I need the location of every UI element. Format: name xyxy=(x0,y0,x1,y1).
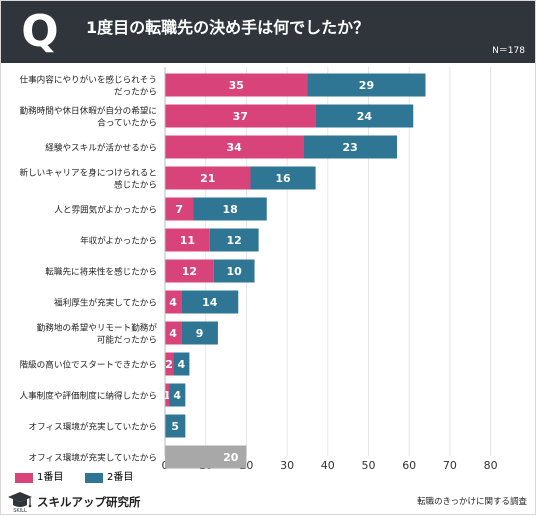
category-label: だったから xyxy=(114,87,157,98)
bar-label-second-choice: 4 xyxy=(173,389,181,402)
bar-label-first-choice: 12 xyxy=(182,265,197,278)
bar-label-first-choice: 35 xyxy=(229,79,244,92)
category-label: 新しいキャリアを身につけられると xyxy=(19,167,157,179)
category-label: 感じたから xyxy=(114,179,157,191)
bar-second-choice xyxy=(181,290,239,314)
x-tick-label: 30 xyxy=(280,459,294,469)
category-label: 勤務地の希望やリモート勤務が xyxy=(37,322,158,334)
bar-second-choice xyxy=(250,166,316,190)
legend-label-second: 2番目 xyxy=(107,472,134,483)
bar-chart: 01020304050607080仕事内容にやりがいを感じられそうだったから35… xyxy=(19,67,498,469)
category-label: 福利厚生が充実してたから xyxy=(54,297,157,309)
graduation-cap-icon: SKILL xyxy=(8,492,32,513)
category-label: 人事制度や評価制度に納得したから xyxy=(19,390,157,402)
bar-second-choice xyxy=(169,383,186,407)
footer: SKILL スキルアップ研究所 転職のきっかけに関する調査 xyxy=(1,489,535,514)
bar-second-choice xyxy=(303,135,397,159)
chart-title: 1度目の転職先の決め手は何でしたか？ xyxy=(86,18,370,37)
bar-first-choice xyxy=(165,259,214,283)
bar-first-choice xyxy=(165,228,210,252)
bar-label-second-choice: 14 xyxy=(202,296,218,309)
bar-label-second-choice: 24 xyxy=(357,110,373,123)
bar-label-second-choice: 29 xyxy=(359,79,374,92)
category-label: 階級の高い位でスタートできたから xyxy=(19,359,157,371)
category-label: オフィス環境が充実していたから xyxy=(29,452,157,464)
x-tick-label: 70 xyxy=(443,459,457,469)
category-label: 年収がよかったから xyxy=(80,235,157,247)
bar-second-choice xyxy=(209,228,259,252)
bar-label-second-choice: 4 xyxy=(177,358,185,371)
bar-first-choice xyxy=(165,104,316,128)
bar-second-choice xyxy=(165,414,186,438)
category-label: 可能だったから xyxy=(97,334,157,346)
sample-size: N＝178 xyxy=(492,46,525,56)
bar-label-second-choice: 10 xyxy=(227,265,243,278)
bar-first-choice xyxy=(165,352,174,376)
source-note: 転職のきっかけに関する調査 xyxy=(417,497,527,507)
bar-second-choice xyxy=(181,321,218,345)
bar-first-choice xyxy=(165,321,182,345)
category-label: 合っていたから xyxy=(97,117,157,129)
bar-label-second-choice: 12 xyxy=(227,234,242,247)
bar-label-second-choice: 9 xyxy=(196,327,204,340)
bar-second-choice xyxy=(213,259,255,283)
bar-label-second-choice: 18 xyxy=(222,203,237,216)
bar-label-first-choice: 7 xyxy=(175,203,183,216)
bar-label-first-choice: 4 xyxy=(169,296,177,309)
bar-label-second-choice: 23 xyxy=(343,141,358,154)
bar-first-choice xyxy=(165,135,304,159)
x-tick-label: 40 xyxy=(321,459,335,469)
bar-second-choice xyxy=(173,352,190,376)
category-label: 人と雰囲気がよかったから xyxy=(54,204,157,216)
bar-label-single: 20 xyxy=(223,451,239,464)
bar-label-first-choice: 2 xyxy=(165,358,173,371)
bar-first-choice xyxy=(165,290,182,314)
x-tick-label: 50 xyxy=(362,459,376,469)
bar-label-first-choice: 21 xyxy=(200,172,215,185)
category-label: 経験やスキルが活かせるから xyxy=(45,142,157,154)
x-tick-label: 80 xyxy=(484,459,498,469)
bar-label-second-choice: 5 xyxy=(171,420,179,433)
bar-label-first-choice: 1 xyxy=(163,389,171,402)
bar-second-choice xyxy=(315,104,414,128)
bar-label-first-choice: 34 xyxy=(227,141,243,154)
category-label: 勤務時間や休日休暇が自分の希望に xyxy=(19,105,157,117)
brand-name: スキルアップ研究所 xyxy=(37,495,141,509)
svg-text:SKILL: SKILL xyxy=(13,508,27,513)
legend-swatch-first xyxy=(15,473,33,483)
bar-label-first-choice: 11 xyxy=(180,234,195,247)
bar-first-choice xyxy=(165,383,170,407)
category-label: 仕事内容にやりがいを感じられそう xyxy=(19,74,157,86)
q-badge: Q xyxy=(21,6,59,57)
bar-first-choice xyxy=(165,197,194,221)
bar-second-choice xyxy=(307,73,426,97)
bar-second-choice xyxy=(193,197,267,221)
x-tick-label: 60 xyxy=(402,459,416,469)
header-bar: Q 1度目の転職先の決め手は何でしたか？ N＝178 xyxy=(1,1,535,63)
legend-label-first: 1番目 xyxy=(37,472,64,483)
bar-label-first-choice: 37 xyxy=(233,110,248,123)
bar-single xyxy=(165,445,247,469)
category-label: 転職先に将来性を感じたから xyxy=(45,266,157,278)
bar-label-second-choice: 16 xyxy=(275,172,291,185)
bar-first-choice xyxy=(165,73,308,97)
bar-label-first-choice: 4 xyxy=(169,327,177,340)
bar-first-choice xyxy=(165,166,251,190)
legend-swatch-second xyxy=(85,473,103,483)
category-label: オフィス環境が充実していたから xyxy=(29,421,157,433)
